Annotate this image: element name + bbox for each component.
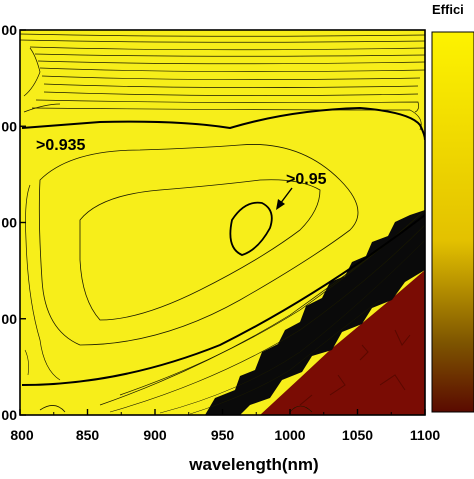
dark-region-texture	[299, 329, 411, 406]
annotation-0935: >0.935	[36, 137, 85, 154]
annotation-095: >0.95	[286, 171, 327, 188]
y-tick-label: 00	[1, 215, 17, 231]
colorbar-label: Effici	[432, 2, 464, 17]
x-tick-label: 850	[76, 427, 100, 443]
x-tick-label: 800	[10, 427, 34, 443]
y-tick-label: 00	[1, 407, 17, 423]
black-transition-band	[205, 210, 425, 415]
y-axis: 00 00 00 00 00	[1, 22, 26, 423]
annotation-arrow	[276, 187, 293, 210]
y-tick-label: 00	[1, 118, 17, 134]
x-tick-label: 1050	[342, 427, 373, 443]
x-tick-label: 1100	[410, 427, 441, 443]
x-axis-title: wavelength(nm)	[188, 455, 318, 474]
colorbar	[431, 31, 474, 413]
dark-red-region	[260, 270, 425, 415]
y-tick-label: 00	[1, 22, 17, 38]
contour-095	[229, 201, 273, 256]
x-tick-label: 900	[143, 427, 167, 443]
contour-0935	[21, 106, 425, 386]
x-tick-label: 1000	[274, 427, 305, 443]
y-tick-label: 00	[1, 311, 17, 327]
x-axis: 800 850 900 950 1000 1050 1100	[10, 409, 440, 443]
contour-fill	[20, 30, 425, 415]
x-tick-label: 950	[211, 427, 235, 443]
contour-lines	[20, 33, 425, 415]
